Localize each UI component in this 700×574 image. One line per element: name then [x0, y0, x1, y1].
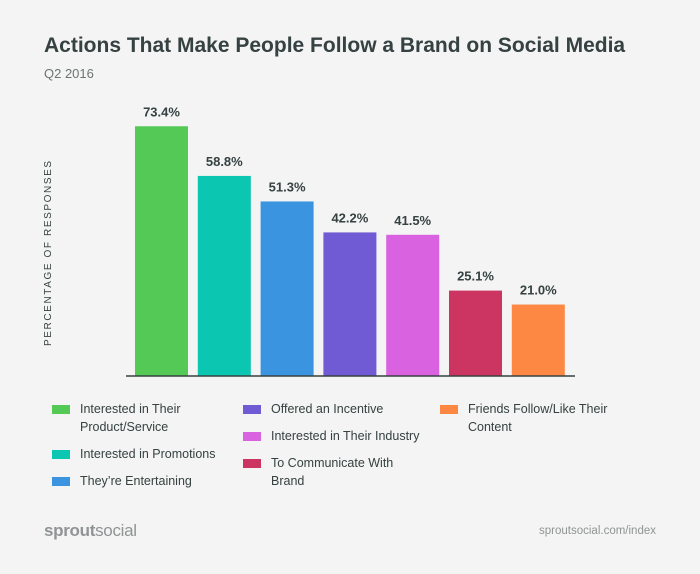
bar: [323, 232, 377, 376]
data-label: 58.8%: [206, 154, 243, 169]
legend-item: Interested in Their Industry: [243, 427, 423, 445]
legend-item: Offered an Incentive: [243, 400, 423, 418]
chart-subtitle: Q2 2016: [44, 66, 94, 81]
legend-label: To Communicate With Brand: [271, 456, 394, 488]
data-label: 42.2%: [331, 210, 368, 225]
legend-swatch: [243, 459, 261, 468]
data-label: 73.4%: [143, 104, 180, 119]
legend-label: Friends Follow/Like Their Content: [468, 402, 608, 434]
legend-label: Interested in Their Product/Service: [80, 402, 181, 434]
bar: [449, 290, 502, 376]
sproutsocial-logo: sproutsocial: [44, 521, 137, 541]
bar: [511, 304, 565, 376]
legend-label: They’re Entertaining: [80, 474, 192, 488]
legend-swatch: [243, 405, 261, 414]
source-url: sproutsocial.com/index: [539, 525, 656, 537]
legend-item: To Communicate With Brand: [243, 454, 393, 490]
legend-swatch: [440, 405, 458, 414]
legend-label: Offered an Incentive: [271, 402, 384, 416]
bar: [386, 234, 440, 376]
data-label: 51.3%: [269, 179, 306, 194]
legend-item: Friends Follow/Like Their Content: [440, 400, 607, 436]
legend-label: Interested in Promotions: [80, 447, 216, 461]
legend-swatch: [52, 450, 70, 459]
legend-swatch: [52, 405, 70, 414]
chart-title: Actions That Make People Follow a Brand …: [44, 34, 626, 57]
data-label: 21.0%: [520, 283, 557, 298]
legend-label: Interested in Their Industry: [271, 429, 420, 443]
legend-swatch: [243, 432, 261, 441]
legend-item: Interested in Their Product/Service: [52, 400, 202, 436]
data-label: 25.1%: [457, 269, 494, 284]
legend-swatch: [52, 477, 70, 486]
legend-item: They’re Entertaining: [52, 472, 232, 490]
logo-light: social: [95, 521, 137, 540]
bar: [197, 175, 251, 376]
logo-bold: sprout: [44, 521, 96, 540]
legend-item: Interested in Promotions: [52, 445, 232, 463]
data-label: 41.5%: [394, 213, 431, 228]
bar: [260, 201, 314, 376]
bar: [135, 126, 188, 376]
